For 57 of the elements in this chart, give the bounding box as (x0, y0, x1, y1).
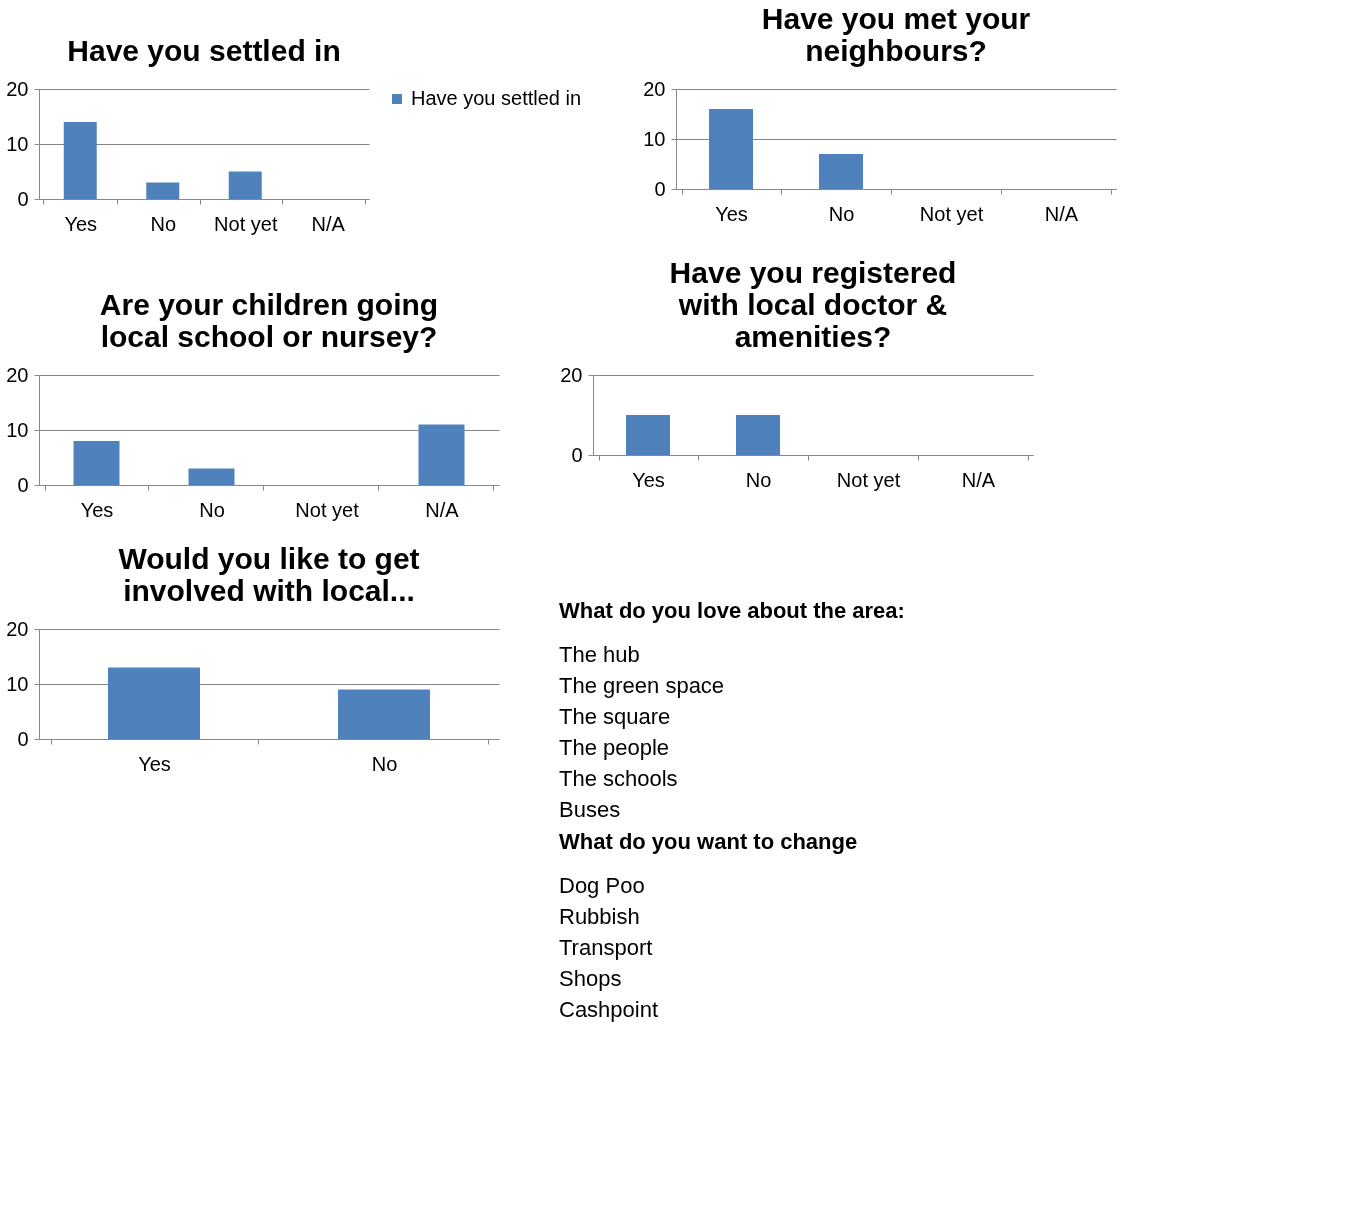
y-tick-label: 10 (6, 418, 29, 441)
bar (418, 424, 465, 485)
y-tick-label: 20 (6, 617, 29, 640)
x-tick-label: Yes (715, 202, 748, 225)
text: The hub (559, 641, 640, 667)
bar (63, 122, 97, 199)
x-tick-label: N/A (425, 498, 460, 521)
y-tick-label: 0 (17, 187, 29, 210)
text: Buses (559, 796, 621, 822)
x-tick-label: N/A (311, 212, 346, 235)
text: The schools (559, 765, 678, 791)
y-tick-label: 0 (17, 727, 29, 750)
text: What do you want to change (559, 829, 858, 854)
text: Shops (559, 965, 622, 991)
y-tick-label: 20 (6, 363, 29, 386)
chart-title: Would you like to get involved with local... (118, 542, 420, 607)
x-tick-label: No (371, 752, 398, 775)
x-tick-label: Yes (64, 212, 98, 235)
x-tick-label: No (150, 212, 177, 235)
y-tick-label: 10 (643, 127, 666, 150)
y-tick-label: 0 (17, 473, 29, 496)
y-tick-label: 20 (560, 363, 583, 386)
chart-title: Have you settled in (67, 34, 341, 67)
y-tick-label: 20 (6, 77, 29, 100)
y-tick-label: 10 (6, 132, 29, 155)
text: The green space (559, 672, 725, 698)
x-tick-label: No (828, 202, 855, 225)
x-tick-label: Not yet (214, 212, 278, 235)
x-tick-label: Yes (138, 752, 171, 775)
y-tick-label: 0 (571, 443, 583, 466)
chart-title: Are your children going local school or nursey? (99, 288, 439, 353)
text: Transport (559, 934, 653, 960)
chart-title: Have you met your neighbours? (761, 2, 1031, 67)
x-tick-label: Yes (632, 468, 665, 491)
text: What do you love about the area: (559, 598, 905, 623)
x-tick-label: N/A (961, 468, 996, 491)
text: The square (559, 703, 671, 729)
text: Dog Poo (559, 872, 645, 898)
x-tick-label: Yes (80, 498, 114, 521)
x-tick-label: No (199, 498, 225, 521)
y-tick-label: 10 (6, 672, 29, 695)
x-tick-label: Not yet (295, 498, 360, 521)
y-tick-label: 0 (654, 177, 666, 200)
chart-title: Have you registered with local doctor & amenities? (669, 256, 957, 353)
x-tick-label: N/A (1044, 202, 1079, 225)
bar (73, 441, 120, 485)
bar (188, 468, 235, 485)
y-tick-label: 20 (643, 77, 666, 100)
text: Cashpoint (559, 996, 659, 1022)
x-tick-label: Not yet (836, 468, 901, 491)
text: Rubbish (559, 903, 640, 929)
bar (228, 171, 262, 199)
bar (146, 182, 180, 199)
legend-label: Have you settled in (411, 87, 582, 109)
text: The people (559, 734, 670, 760)
x-tick-label: Not yet (919, 202, 984, 225)
x-tick-label: No (745, 468, 772, 491)
